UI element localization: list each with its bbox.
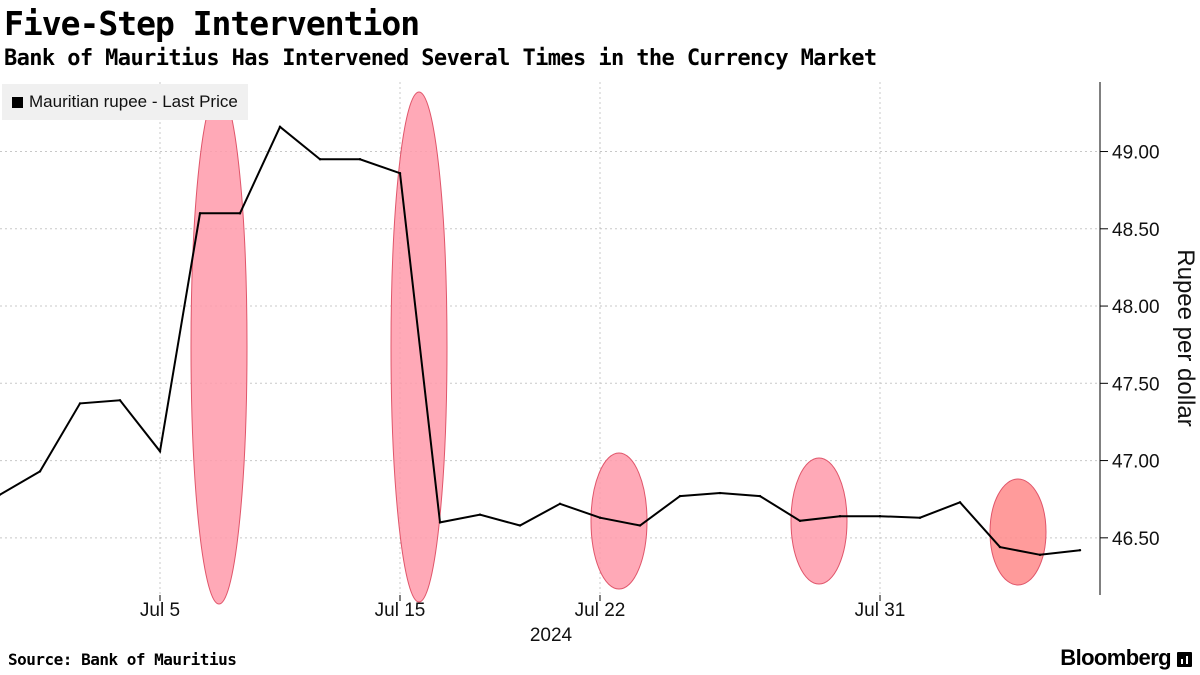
data-point [118,399,122,402]
intervention-highlight [790,457,848,585]
data-point [198,212,202,215]
data-point [358,158,362,161]
x-tick-label: Jul 31 [855,600,906,621]
y-tick-label: 47.00 [1112,452,1160,473]
data-point [798,519,802,523]
x-tick-label: Jul 5 [140,600,180,621]
source-note: Source: Bank of Mauritius [8,650,237,669]
data-point [678,494,682,498]
x-axis-label: 2024 [530,625,573,646]
intervention-highlight [989,478,1047,586]
brand-logo: Bloomberg [1060,645,1192,671]
data-point [838,514,842,518]
legend-label: Mauritian rupee - Last Price [29,92,238,111]
x-tick-label: Jul 22 [575,600,626,621]
data-point [558,502,562,506]
data-point [398,171,402,175]
data-point [238,212,242,215]
series-line-mauritian-rupee [0,125,1081,556]
y-tick-label: 49.00 [1112,143,1160,164]
page-subtitle: Bank of Mauritius Has Intervened Several… [4,46,877,71]
data-point [878,514,882,518]
data-point [478,513,482,516]
data-point [78,402,82,405]
y-tick-label: 47.50 [1112,374,1160,395]
chart-legend: Mauritian rupee - Last Price [2,84,248,120]
source-label: Source: [8,650,72,669]
data-point [958,501,962,504]
data-point [1038,553,1042,557]
data-point [38,470,42,473]
data-point [438,521,442,524]
data-point [638,524,642,527]
y-tick-label: 46.50 [1112,529,1160,550]
data-point [758,494,762,498]
intervention-highlight [190,89,248,605]
legend-swatch [12,96,23,108]
y-axis-label: Rupee per dollar [1172,249,1199,426]
data-point [278,125,282,129]
bloomberg-chart-icon [1177,652,1192,667]
data-point [318,158,322,161]
data-point [918,516,922,519]
data-point [518,524,522,527]
data-point [1078,548,1082,552]
x-tick-label: Jul 15 [375,600,426,621]
page-title: Five-Step Intervention [4,4,420,43]
data-point [718,491,722,495]
data-point [0,493,2,496]
brand-name: Bloomberg [1060,645,1171,670]
source-value: Bank of Mauritius [81,650,237,669]
data-point [998,545,1002,549]
data-point [158,450,162,453]
y-tick-label: 48.00 [1112,297,1160,318]
y-tick-label: 48.50 [1112,220,1160,241]
data-point [598,516,602,519]
